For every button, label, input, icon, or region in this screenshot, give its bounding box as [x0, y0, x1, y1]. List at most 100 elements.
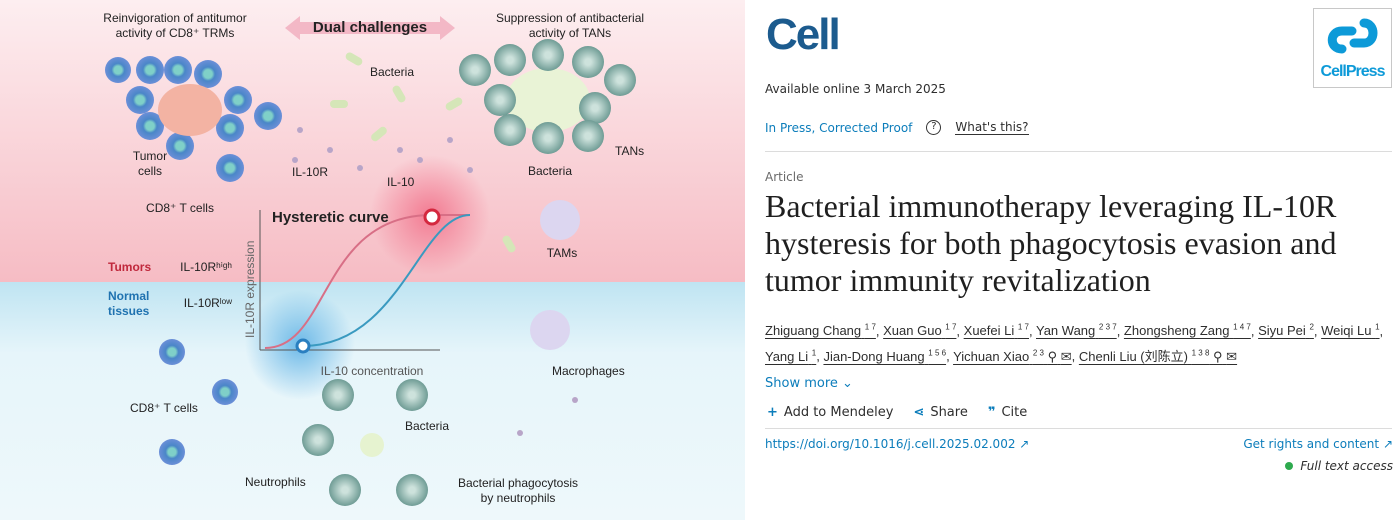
article-header: Article Bacterial immunotherapy leveragi… [765, 170, 1393, 473]
share-button[interactable]: ⋖ Share [913, 405, 967, 420]
label: Tumors [108, 260, 151, 274]
x-axis-label: IL-10 concentration [321, 364, 424, 378]
label: Cite [1001, 404, 1028, 420]
author-list: Zhiguang Chang 1 7, Xuan Guo 1 7, Xuefei… [765, 323, 1384, 364]
cd8-t-cells-cluster [105, 56, 282, 182]
label: TANs [615, 144, 644, 158]
external-link-icon: ↗ [1019, 436, 1030, 451]
divider [765, 151, 1392, 152]
affiliation-sup: 2 3 7 [1098, 323, 1117, 332]
add-to-mendeley-button[interactable]: + Add to Mendeley [767, 405, 893, 420]
author-name: Yichuan Xiao [953, 348, 1030, 364]
author-link[interactable]: Zhiguang Chang 1 7 [765, 323, 876, 338]
author-name: Weiqi Lu [1321, 323, 1372, 339]
label: cells [138, 164, 162, 178]
email-icon: ✉ [1060, 348, 1072, 364]
label: IL-10Rʰⁱᵍʰ [180, 260, 232, 274]
label: Tumor [133, 149, 167, 163]
whats-this-link[interactable]: What's this? [955, 120, 1029, 135]
author-name: Siyu Pei [1258, 323, 1306, 339]
label: Bacteria [405, 419, 449, 433]
dual-challenges-label: Dual challenges [313, 19, 427, 36]
author-link[interactable]: Yang Li 1 [765, 348, 817, 364]
author-link[interactable]: Yichuan Xiao 2 3 ⚲ ✉ [953, 348, 1072, 364]
author-name: Yan Wang [1036, 323, 1096, 339]
affiliation-sup: 1 7 [945, 323, 957, 332]
label: Share [930, 404, 968, 420]
label: Add to Mendeley [783, 404, 894, 420]
status-dot-icon [1285, 461, 1294, 470]
label: Suppression of antibacterial [496, 11, 644, 25]
label: IL-10 [387, 175, 415, 189]
affiliation-sup: 1 [811, 348, 817, 358]
rights-link[interactable]: Get rights and content ↗ [1243, 437, 1393, 451]
author-link[interactable]: Chenli Liu (刘陈立) 1 3 8 ⚲ ✉ [1078, 348, 1237, 364]
affiliation-sup: 1 7 [1017, 323, 1029, 332]
label: IL-10R [292, 165, 328, 179]
doi-link[interactable]: https://doi.org/10.1016/j.cell.2025.02.0… [765, 437, 1029, 451]
show-more-button[interactable]: Show more ⌄ [765, 376, 1393, 391]
doi-text: https://doi.org/10.1016/j.cell.2025.02.0… [765, 436, 1016, 451]
cite-button[interactable]: ❞ Cite [988, 405, 1027, 420]
label: Macrophages [552, 364, 625, 378]
label: Bacterial phagocytosis [458, 476, 578, 490]
access-text: Full text access [1300, 458, 1393, 473]
label: activity of TANs [529, 26, 611, 40]
access-badge: Full text access [1285, 459, 1393, 473]
author-link[interactable]: Zhongsheng Zang 1 4 7 [1124, 323, 1251, 338]
divider [765, 427, 1392, 429]
author-name: Zhongsheng Zang [1123, 323, 1230, 339]
label: by neutrophils [481, 491, 556, 505]
author-name: Chenli Liu (刘陈立) [1078, 348, 1188, 364]
tan-cluster [459, 39, 636, 240]
label: Normal [108, 289, 149, 303]
article-type: Article [765, 170, 804, 184]
author-link[interactable]: Jian-Dong Huang 1 5 6 [823, 348, 947, 364]
journal-logo[interactable]: Cell [766, 10, 841, 59]
author-link[interactable]: Weiqi Lu 1 [1321, 323, 1379, 338]
affiliation-sup: 1 5 6 [928, 348, 947, 358]
author-link[interactable]: Xuan Guo 1 7 [883, 323, 956, 338]
affiliation-sup: 2 3 [1032, 348, 1044, 358]
show-more-label: Show more [765, 375, 838, 391]
label: Neutrophils [245, 475, 306, 489]
bottom-cells [159, 310, 570, 506]
label: CD8⁺ T cells [146, 201, 214, 215]
cellpress-mark-icon [1327, 18, 1378, 54]
status-link[interactable]: In Press, Corrected Proof [765, 120, 913, 135]
author-name: Yang Li [765, 348, 809, 364]
label: Bacteria [370, 65, 414, 79]
person-icon: ⚲ [1213, 348, 1223, 364]
author-name: Xuan Guo [883, 323, 942, 339]
affiliation-sup: 1 3 8 [1191, 348, 1210, 358]
label: Reinvigoration of antitumor [103, 11, 246, 25]
author-name: Xuefei Li [963, 323, 1015, 339]
help-icon[interactable]: ? [926, 120, 942, 135]
plot-title: Hysteretic curve [272, 209, 389, 226]
author-name: Jian-Dong Huang [823, 348, 925, 364]
author-link[interactable]: Yan Wang 2 3 7 [1036, 323, 1117, 338]
label: Bacteria [528, 164, 572, 178]
bacteria-icons [330, 52, 516, 253]
author-link[interactable]: Siyu Pei 2 [1258, 323, 1314, 338]
dual-arrow [285, 16, 455, 40]
plus-icon: + [767, 404, 778, 420]
action-bar: + Add to Mendeley ⋖ Share ❞ Cite [765, 405, 1393, 420]
available-date: Available online 3 March 2025 [765, 82, 946, 96]
label: CD8⁺ T cells [130, 401, 198, 415]
cellpress-logo[interactable]: CellPress [1313, 8, 1392, 88]
hysteresis-plot [259, 208, 471, 354]
il-10-dots [292, 127, 578, 436]
chevron-down-icon: ⌄ [842, 375, 853, 391]
affiliation-sup: 1 4 7 [1233, 323, 1251, 332]
quote-icon: ❞ [987, 404, 996, 420]
share-icon: ⋖ [913, 404, 925, 420]
affiliation-sup: 1 7 [864, 323, 876, 332]
author-link[interactable]: Xuefei Li 1 7 [964, 323, 1029, 338]
person-icon: ⚲ [1047, 348, 1058, 364]
external-link-icon: ↗ [1382, 436, 1393, 451]
author-name: Zhiguang Chang [765, 323, 862, 339]
rights-text: Get rights and content [1243, 436, 1380, 451]
y-axis-label: IL-10R expression [243, 241, 257, 338]
affiliation-sup: 1 [1375, 323, 1380, 332]
